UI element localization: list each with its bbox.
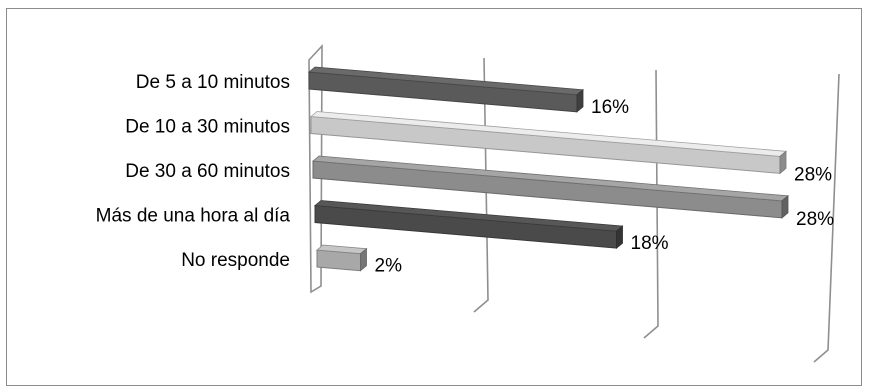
data-label-3: 28% [796,209,834,230]
data-label-4: 18% [631,233,669,254]
category-labels: De 5 a 10 minutos De 10 a 30 minutos De 30… [96,72,291,271]
data-label-2: 28% [794,164,832,185]
category-label-4: Más de una hora al día [96,206,291,227]
category-label-5: No responde [181,250,290,271]
category-label-3: De 30 a 60 minutos [125,161,290,182]
category-label-2: De 10 a 30 minutos [125,117,290,138]
bar-end-3 [781,195,789,219]
bars [307,66,790,272]
bar-end-1 [576,88,584,113]
category-label-1: De 5 a 10 minutos [136,72,290,93]
gridline-3 [813,73,840,363]
bar-end-4 [616,225,623,249]
data-label-5: 2% [375,256,403,277]
data-labels: 16% 28% 28% 18% 2% [375,97,835,277]
data-label-1: 16% [591,97,629,118]
bar-end-5 [360,247,367,272]
left-wall [308,43,323,294]
bar-end-2 [779,150,787,175]
